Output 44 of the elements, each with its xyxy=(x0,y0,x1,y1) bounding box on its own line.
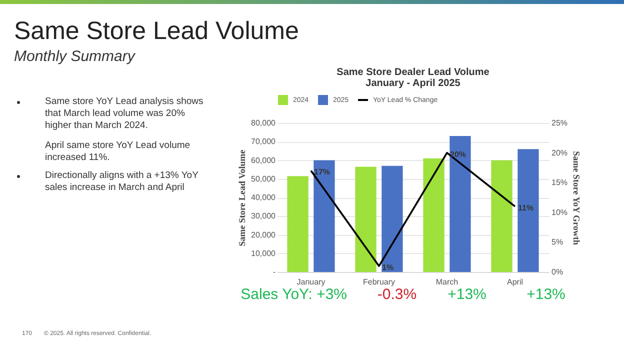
text: April same store YoY Lead volume increased 11%. xyxy=(45,140,192,164)
x-tick-label: January xyxy=(296,278,326,286)
y2-tick-label: 0% xyxy=(552,268,564,276)
data-label: 20% xyxy=(450,150,466,159)
y-tick-label: 70,000 xyxy=(251,137,276,146)
text: Sales YoY: +3% xyxy=(240,286,347,305)
y2-tick-label: 10% xyxy=(552,208,568,217)
y2-tick-label: 20% xyxy=(552,148,568,158)
text: Directionally aligns with a +13% YoY sales increase in March and April xyxy=(45,170,200,194)
y-tick-label: 60,000 xyxy=(251,156,276,165)
data-label: 11% xyxy=(518,203,534,212)
chart-subtitle: January - April 2025 xyxy=(366,78,461,89)
bar xyxy=(450,136,471,272)
y-tick-label: 30,000 xyxy=(251,212,276,221)
y2-tick-label: 15% xyxy=(552,178,568,188)
y2-tick-label: 5% xyxy=(552,238,564,247)
chart-title: Same Store Dealer Lead Volume xyxy=(336,67,490,78)
text: Same store YoY Lead analysis shows that March lead volume was 20% higher than March 2024. xyxy=(45,96,204,132)
y-tick-label: 40,000 xyxy=(251,193,276,202)
y-tick-label: 50,000 xyxy=(251,174,276,184)
data-label: 17% xyxy=(314,168,330,177)
text: Same Store Lead Volume xyxy=(14,16,299,47)
x-tick-label: February xyxy=(362,278,396,286)
text: Monthly Summary xyxy=(14,48,135,67)
bar xyxy=(423,158,444,272)
bar xyxy=(287,176,308,272)
y-tick-label: - xyxy=(272,268,276,276)
bar xyxy=(382,166,403,272)
y-tick-label: 10,000 xyxy=(251,248,276,258)
bar xyxy=(355,166,376,272)
text: +13% xyxy=(526,286,566,305)
y2-tick-label: 25% xyxy=(552,118,568,128)
data-label: 1% xyxy=(382,263,394,272)
y-tick-label: 20,000 xyxy=(251,230,276,240)
x-tick-label: April xyxy=(506,278,524,286)
bar xyxy=(314,160,335,272)
text: +13% xyxy=(446,286,488,305)
text: -0.3% xyxy=(377,286,418,305)
bar xyxy=(518,149,539,272)
y-axis-title: Same Store Lead Volume xyxy=(237,150,248,246)
x-tick-label: March xyxy=(436,278,458,286)
y-tick-label: 80,000 xyxy=(251,118,276,128)
y2-axis-title: Same Store YoY Growth xyxy=(572,151,582,245)
bar xyxy=(491,160,512,272)
